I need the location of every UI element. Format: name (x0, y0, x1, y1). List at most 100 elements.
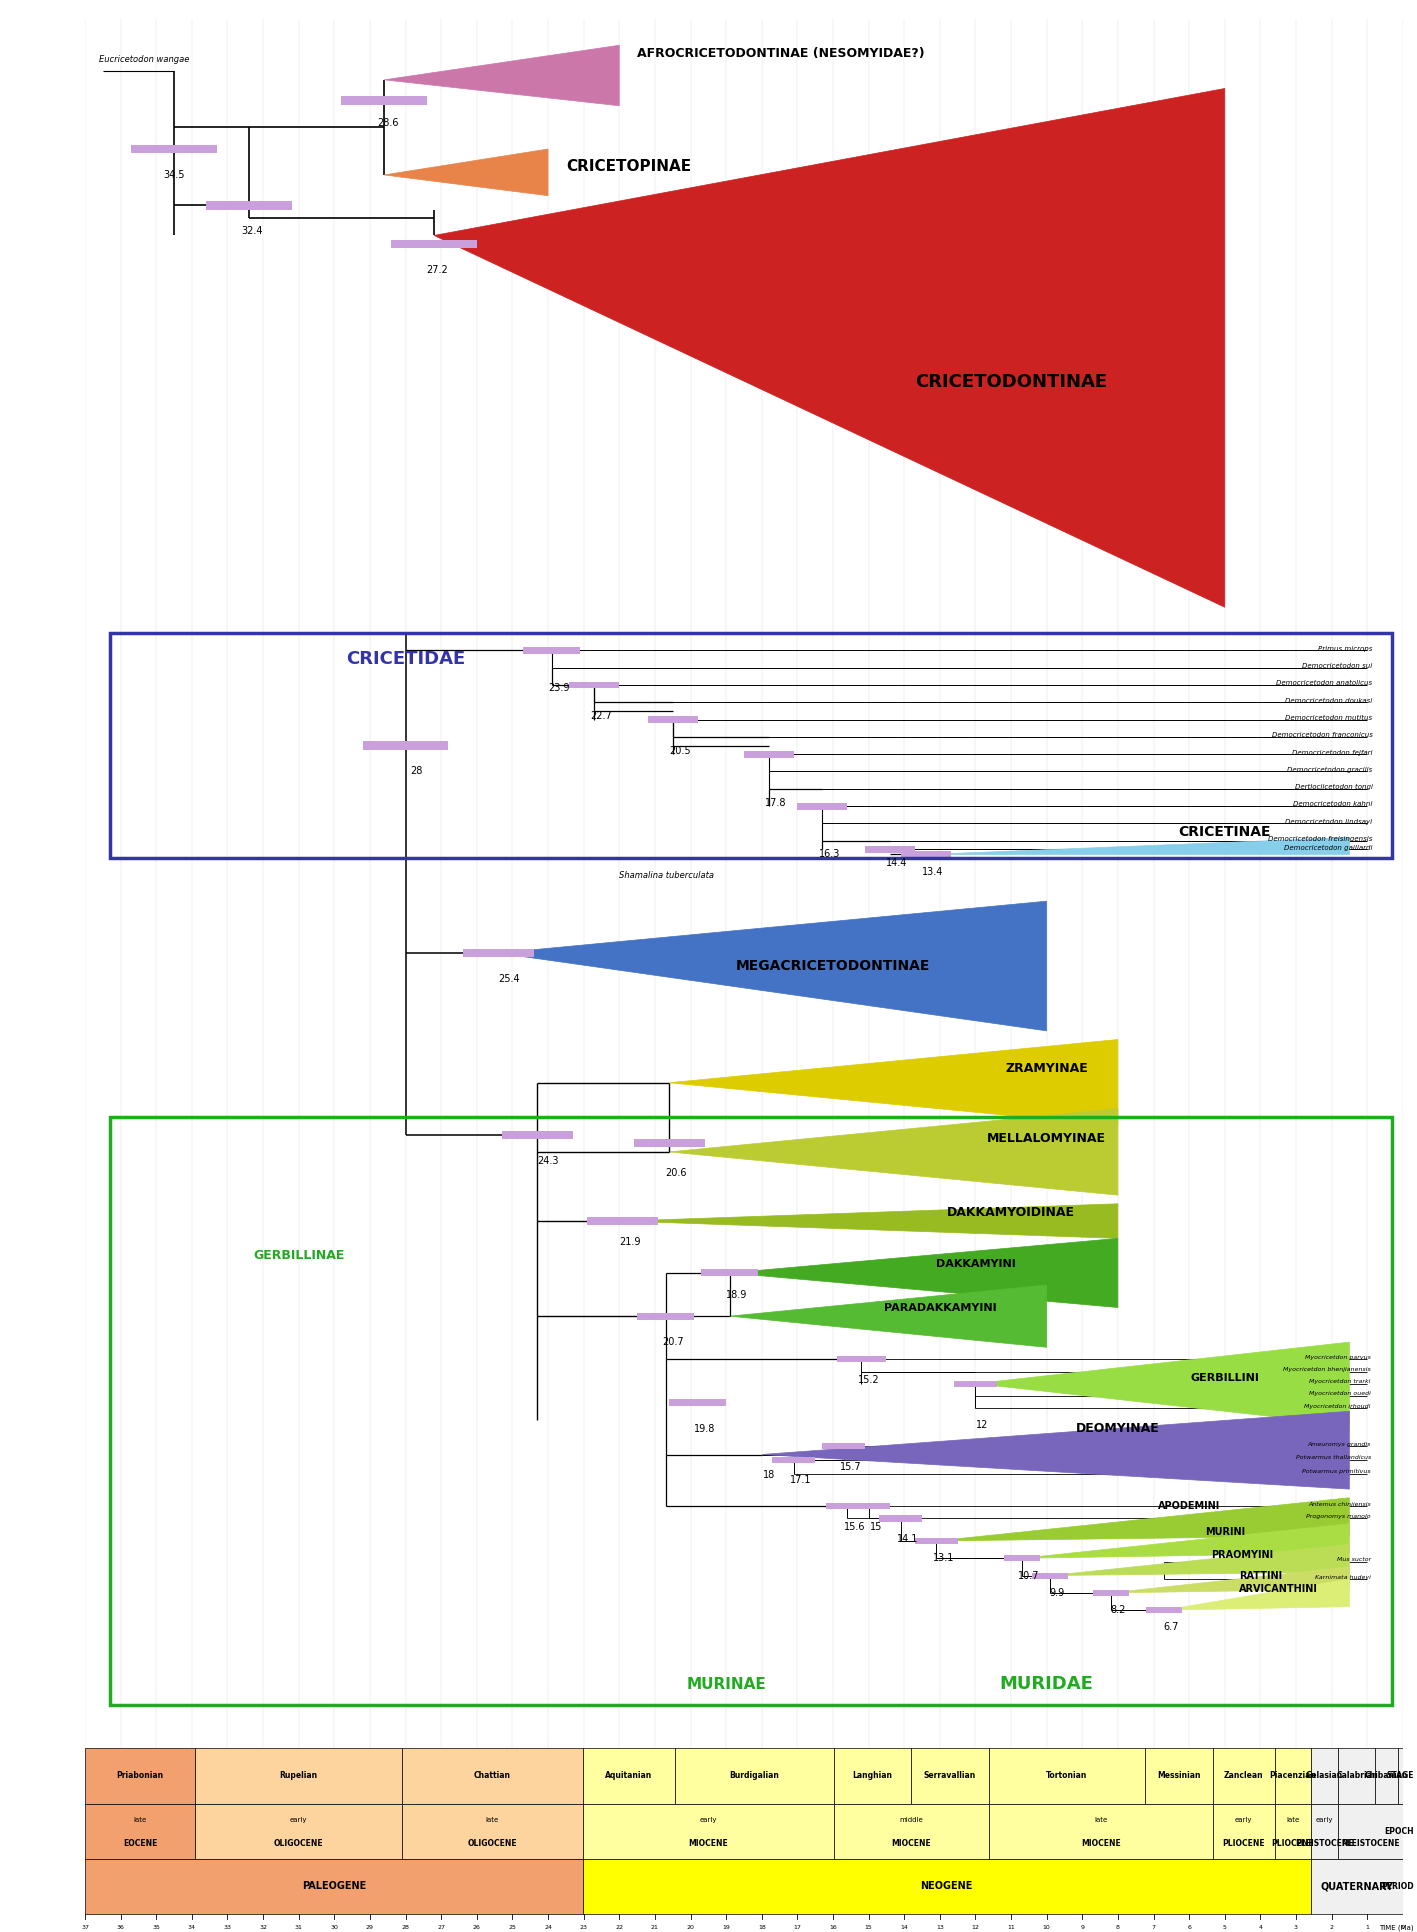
Text: Myocricetdon parvus: Myocricetdon parvus (1305, 1354, 1370, 1360)
Text: 14: 14 (900, 1924, 908, 1930)
Bar (989, 1804, 1213, 1859)
Polygon shape (384, 149, 548, 195)
Text: 8.2: 8.2 (1110, 1605, 1125, 1615)
Bar (1213, 1804, 1275, 1859)
Polygon shape (762, 1410, 1349, 1490)
Text: 15: 15 (864, 1924, 873, 1930)
Text: Myocricetdon ouedi: Myocricetdon ouedi (1309, 1391, 1370, 1397)
Text: 19.8: 19.8 (694, 1424, 716, 1434)
Text: 21: 21 (650, 1924, 659, 1930)
Bar (111, 1117, 1391, 1706)
Text: Democricetodon kahni: Democricetodon kahni (1294, 802, 1373, 808)
Text: Aquitanian: Aquitanian (605, 1772, 652, 1781)
Bar (701, 1269, 758, 1277)
Text: Rupelian: Rupelian (279, 1772, 317, 1781)
Bar (1376, 1748, 1399, 1804)
Polygon shape (925, 837, 1349, 854)
Text: 13.1: 13.1 (932, 1553, 954, 1563)
Text: Serravallian: Serravallian (924, 1772, 976, 1781)
Text: 32.4: 32.4 (242, 226, 264, 236)
Text: GERBILLINAE: GERBILLINAE (254, 1250, 344, 1262)
Text: ARVICANTHINI: ARVICANTHINI (1238, 1584, 1318, 1594)
Text: early: early (700, 1816, 717, 1824)
Text: DAKKAMYOIDINAE: DAKKAMYOIDINAE (947, 1206, 1076, 1219)
Text: PARADAKKAMYINI: PARADAKKAMYINI (884, 1302, 996, 1312)
Text: Karnimata hudeyi: Karnimata hudeyi (1315, 1575, 1370, 1580)
Text: 23.9: 23.9 (548, 684, 570, 694)
Bar (402, 1804, 582, 1859)
Bar (196, 1804, 402, 1859)
Bar (502, 1130, 572, 1138)
Text: Messinian: Messinian (1158, 1772, 1200, 1781)
Text: DAKKAMYINI: DAKKAMYINI (935, 1260, 1016, 1269)
Text: GERBILLINI: GERBILLINI (1190, 1374, 1260, 1383)
Text: 19: 19 (723, 1924, 730, 1930)
Bar (669, 1399, 726, 1406)
Polygon shape (1022, 1524, 1349, 1559)
Bar (880, 1515, 922, 1522)
Text: MIOCENE: MIOCENE (689, 1839, 728, 1849)
Bar (85, 1804, 196, 1859)
Bar (196, 1748, 402, 1804)
Text: 35: 35 (152, 1924, 160, 1930)
Bar (587, 1217, 659, 1225)
Bar (915, 1538, 958, 1544)
Text: Langhian: Langhian (852, 1772, 893, 1781)
Text: PRAOMYINI: PRAOMYINI (1212, 1549, 1274, 1559)
Bar (1033, 1573, 1068, 1578)
Bar (341, 97, 427, 104)
Bar (864, 846, 915, 852)
Bar (744, 752, 794, 757)
Text: 20: 20 (687, 1924, 694, 1930)
Bar (1146, 1607, 1182, 1613)
Text: 6.7: 6.7 (1163, 1623, 1179, 1633)
Polygon shape (669, 1039, 1118, 1126)
Text: 20.5: 20.5 (669, 746, 690, 755)
Text: Democricetodon freisingensis: Democricetodon freisingensis (1268, 837, 1373, 842)
Bar (1339, 1804, 1403, 1859)
Text: Democricetodon doukasi: Democricetodon doukasi (1285, 697, 1373, 703)
Text: ZRAMYINAE: ZRAMYINAE (1005, 1063, 1088, 1076)
Text: 13: 13 (935, 1924, 944, 1930)
Bar (847, 1503, 890, 1509)
Text: 15.7: 15.7 (840, 1463, 862, 1472)
Bar (648, 717, 697, 723)
Polygon shape (1050, 1544, 1349, 1575)
Text: 36: 36 (116, 1924, 125, 1930)
Text: 1: 1 (1365, 1924, 1369, 1930)
Text: Calabrian: Calabrian (1336, 1772, 1377, 1781)
Bar (570, 682, 619, 688)
Text: 28.6: 28.6 (377, 118, 398, 128)
Text: 15.6: 15.6 (843, 1522, 866, 1532)
Text: MIOCENE: MIOCENE (1081, 1839, 1121, 1849)
Text: Ameuromys grandis: Ameuromys grandis (1308, 1441, 1370, 1447)
Text: Myocricetdon irhoudi: Myocricetdon irhoudi (1305, 1403, 1370, 1408)
Text: STAGE: STAGE (1386, 1772, 1414, 1781)
Text: PLEISTOCENE: PLEISTOCENE (1342, 1839, 1400, 1849)
Text: 10: 10 (1043, 1924, 1050, 1930)
Text: 32: 32 (259, 1924, 266, 1930)
Text: 3: 3 (1294, 1924, 1298, 1930)
Text: 27.2: 27.2 (427, 265, 449, 274)
Text: 37: 37 (81, 1924, 89, 1930)
Text: 25: 25 (509, 1924, 516, 1930)
Bar (798, 802, 847, 810)
Text: 0: 0 (1401, 1924, 1404, 1930)
Text: 20.6: 20.6 (666, 1167, 687, 1179)
Text: AFROCRICETODONTINAE (NESOMYIDAE?): AFROCRICETODONTINAE (NESOMYIDAE?) (638, 48, 925, 60)
Bar (822, 1443, 864, 1449)
Polygon shape (975, 1343, 1349, 1426)
Bar (205, 201, 292, 209)
Bar (1339, 1748, 1376, 1804)
Text: Democricetodon sui: Democricetodon sui (1302, 663, 1373, 668)
Text: OLIGOCENE: OLIGOCENE (468, 1839, 517, 1849)
Text: Primus microps: Primus microps (1318, 645, 1373, 651)
Text: 34.5: 34.5 (163, 170, 184, 180)
Text: Democricetodon lindsayi: Democricetodon lindsayi (1285, 819, 1373, 825)
Text: 15.2: 15.2 (857, 1376, 880, 1385)
Bar (402, 1748, 582, 1804)
Polygon shape (623, 1204, 1118, 1238)
Text: 12: 12 (976, 1420, 989, 1430)
Bar (638, 1312, 694, 1320)
Bar (363, 742, 448, 750)
